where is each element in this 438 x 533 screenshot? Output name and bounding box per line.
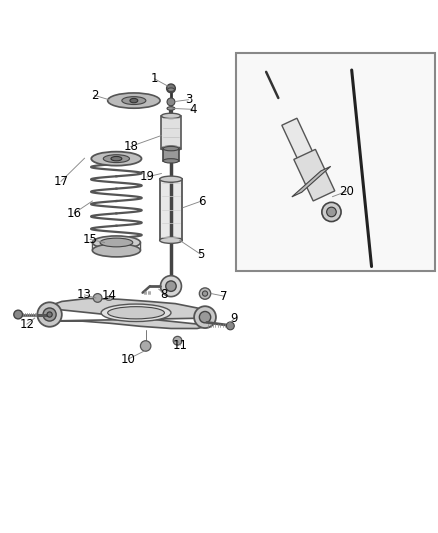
- Bar: [161, 116, 180, 149]
- Ellipse shape: [161, 113, 180, 118]
- Text: 14: 14: [102, 289, 117, 302]
- Text: 15: 15: [83, 233, 98, 246]
- Ellipse shape: [163, 159, 179, 163]
- Text: 8: 8: [161, 287, 168, 301]
- Ellipse shape: [130, 99, 138, 103]
- Circle shape: [47, 312, 52, 317]
- Ellipse shape: [122, 96, 146, 104]
- Circle shape: [199, 311, 211, 323]
- Text: 6: 6: [198, 195, 205, 207]
- Ellipse shape: [167, 88, 174, 92]
- Text: 4: 4: [189, 103, 197, 116]
- Ellipse shape: [101, 304, 171, 321]
- Circle shape: [327, 207, 336, 217]
- Circle shape: [141, 341, 151, 351]
- Circle shape: [160, 276, 181, 297]
- Text: 2: 2: [91, 89, 98, 102]
- Circle shape: [199, 288, 211, 299]
- Circle shape: [43, 308, 56, 321]
- Polygon shape: [282, 118, 314, 161]
- Ellipse shape: [161, 146, 180, 151]
- Polygon shape: [43, 298, 210, 328]
- Text: 3: 3: [185, 93, 192, 106]
- Text: 7: 7: [220, 290, 228, 303]
- Circle shape: [166, 281, 176, 292]
- Circle shape: [37, 302, 62, 327]
- Text: 18: 18: [124, 140, 138, 153]
- Polygon shape: [292, 166, 331, 197]
- Circle shape: [194, 306, 216, 328]
- Ellipse shape: [159, 176, 182, 182]
- Circle shape: [202, 291, 208, 296]
- Text: 1: 1: [151, 72, 158, 85]
- Circle shape: [226, 322, 234, 330]
- Text: 20: 20: [339, 185, 354, 198]
- Text: 13: 13: [77, 288, 92, 301]
- Text: 12: 12: [19, 318, 35, 330]
- Circle shape: [173, 336, 182, 345]
- Bar: [237, 53, 435, 271]
- Ellipse shape: [163, 147, 179, 151]
- Text: 19: 19: [139, 171, 155, 183]
- Ellipse shape: [92, 244, 141, 257]
- Ellipse shape: [103, 155, 130, 163]
- Text: 17: 17: [53, 175, 68, 188]
- Ellipse shape: [159, 237, 182, 244]
- Ellipse shape: [167, 107, 175, 110]
- Text: 10: 10: [121, 352, 136, 366]
- Text: 9: 9: [230, 312, 238, 325]
- Circle shape: [14, 310, 22, 319]
- Ellipse shape: [108, 306, 164, 319]
- Text: 16: 16: [67, 207, 81, 220]
- Circle shape: [166, 84, 175, 93]
- Ellipse shape: [100, 238, 133, 247]
- Ellipse shape: [108, 93, 160, 108]
- Ellipse shape: [92, 236, 141, 249]
- Bar: [163, 149, 179, 161]
- Circle shape: [167, 98, 175, 106]
- Text: 11: 11: [173, 338, 188, 352]
- Ellipse shape: [111, 157, 122, 161]
- Polygon shape: [294, 149, 335, 201]
- Circle shape: [93, 294, 102, 302]
- Bar: [159, 179, 182, 240]
- Ellipse shape: [91, 152, 141, 166]
- Circle shape: [322, 203, 341, 222]
- Ellipse shape: [106, 296, 113, 300]
- Text: 5: 5: [197, 248, 205, 261]
